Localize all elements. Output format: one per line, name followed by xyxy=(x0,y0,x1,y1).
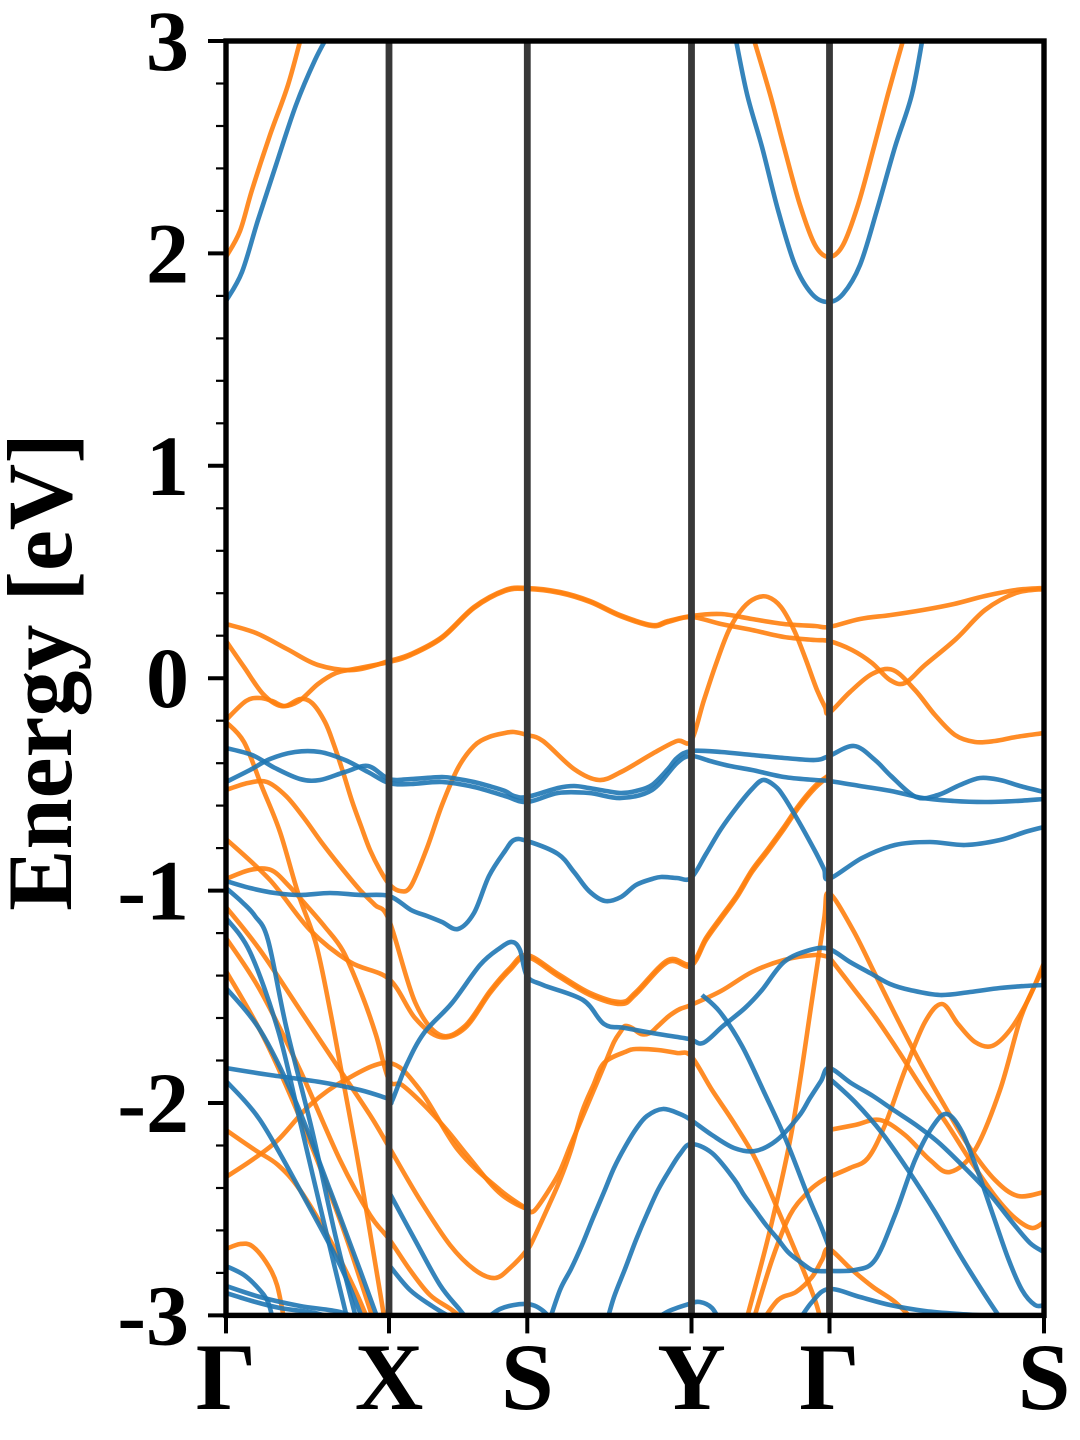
svg-text:1: 1 xyxy=(146,418,189,514)
svg-text:Γ: Γ xyxy=(196,1324,256,1430)
svg-text:X: X xyxy=(355,1324,424,1430)
svg-text:Γ: Γ xyxy=(799,1324,859,1430)
svg-text:2: 2 xyxy=(146,205,189,301)
svg-text:0: 0 xyxy=(146,630,189,726)
svg-text:-1: -1 xyxy=(117,843,189,939)
svg-text:S: S xyxy=(1018,1324,1071,1430)
svg-text:-2: -2 xyxy=(117,1055,189,1151)
svg-text:-3: -3 xyxy=(117,1267,189,1363)
svg-text:S: S xyxy=(501,1324,554,1430)
svg-text:Y: Y xyxy=(657,1324,726,1430)
svg-text:Energy [eV]: Energy [eV] xyxy=(0,433,91,911)
svg-text:3: 3 xyxy=(146,0,189,89)
